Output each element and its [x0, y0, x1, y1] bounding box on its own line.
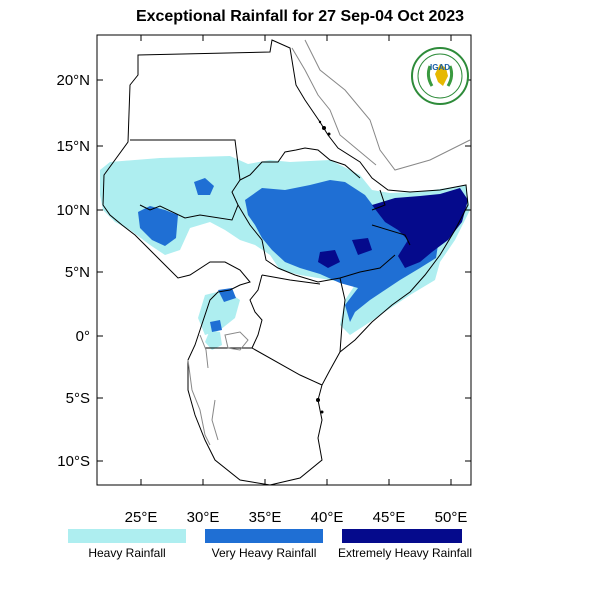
logo-text: IGAD	[430, 63, 450, 72]
lon-label: 35°E	[249, 509, 282, 526]
lon-label: 40°E	[311, 509, 344, 526]
legend-label-extremely-heavy: Extremely Heavy Rainfall	[337, 546, 473, 560]
extremely-heavy-rainfall-areas	[318, 188, 468, 268]
legend-swatch-extremely-heavy	[342, 529, 462, 543]
igad-logo: IGAD	[411, 47, 469, 105]
dahlak-islands	[316, 120, 331, 414]
lat-label: 20°N	[56, 72, 90, 89]
lat-axis	[97, 79, 471, 462]
country-boundaries	[102, 39, 469, 486]
map-title: Exceptional Rainfall for 27 Sep-04 Oct 2…	[135, 8, 465, 25]
lon-axis	[140, 35, 452, 485]
legend-label-very-heavy: Very Heavy Rainfall	[211, 546, 317, 560]
lat-label: 10°N	[56, 202, 90, 219]
legend-swatch-very-heavy	[205, 529, 323, 543]
lon-label: 50°E	[435, 509, 468, 526]
lat-label: 5°S	[66, 390, 90, 407]
legend-label-heavy: Heavy Rainfall	[88, 546, 166, 560]
other-boundaries	[187, 39, 471, 446]
lon-label: 25°E	[125, 509, 158, 526]
lon-label: 45°E	[373, 509, 406, 526]
lat-label: 15°N	[56, 138, 90, 155]
legend-swatch-heavy	[68, 529, 186, 543]
lat-label: 5°N	[65, 264, 90, 281]
lon-label: 30°E	[187, 509, 220, 526]
lat-label: 10°S	[57, 453, 90, 470]
very-heavy-rainfall-areas	[138, 178, 440, 332]
lat-label: 0°	[76, 328, 90, 345]
